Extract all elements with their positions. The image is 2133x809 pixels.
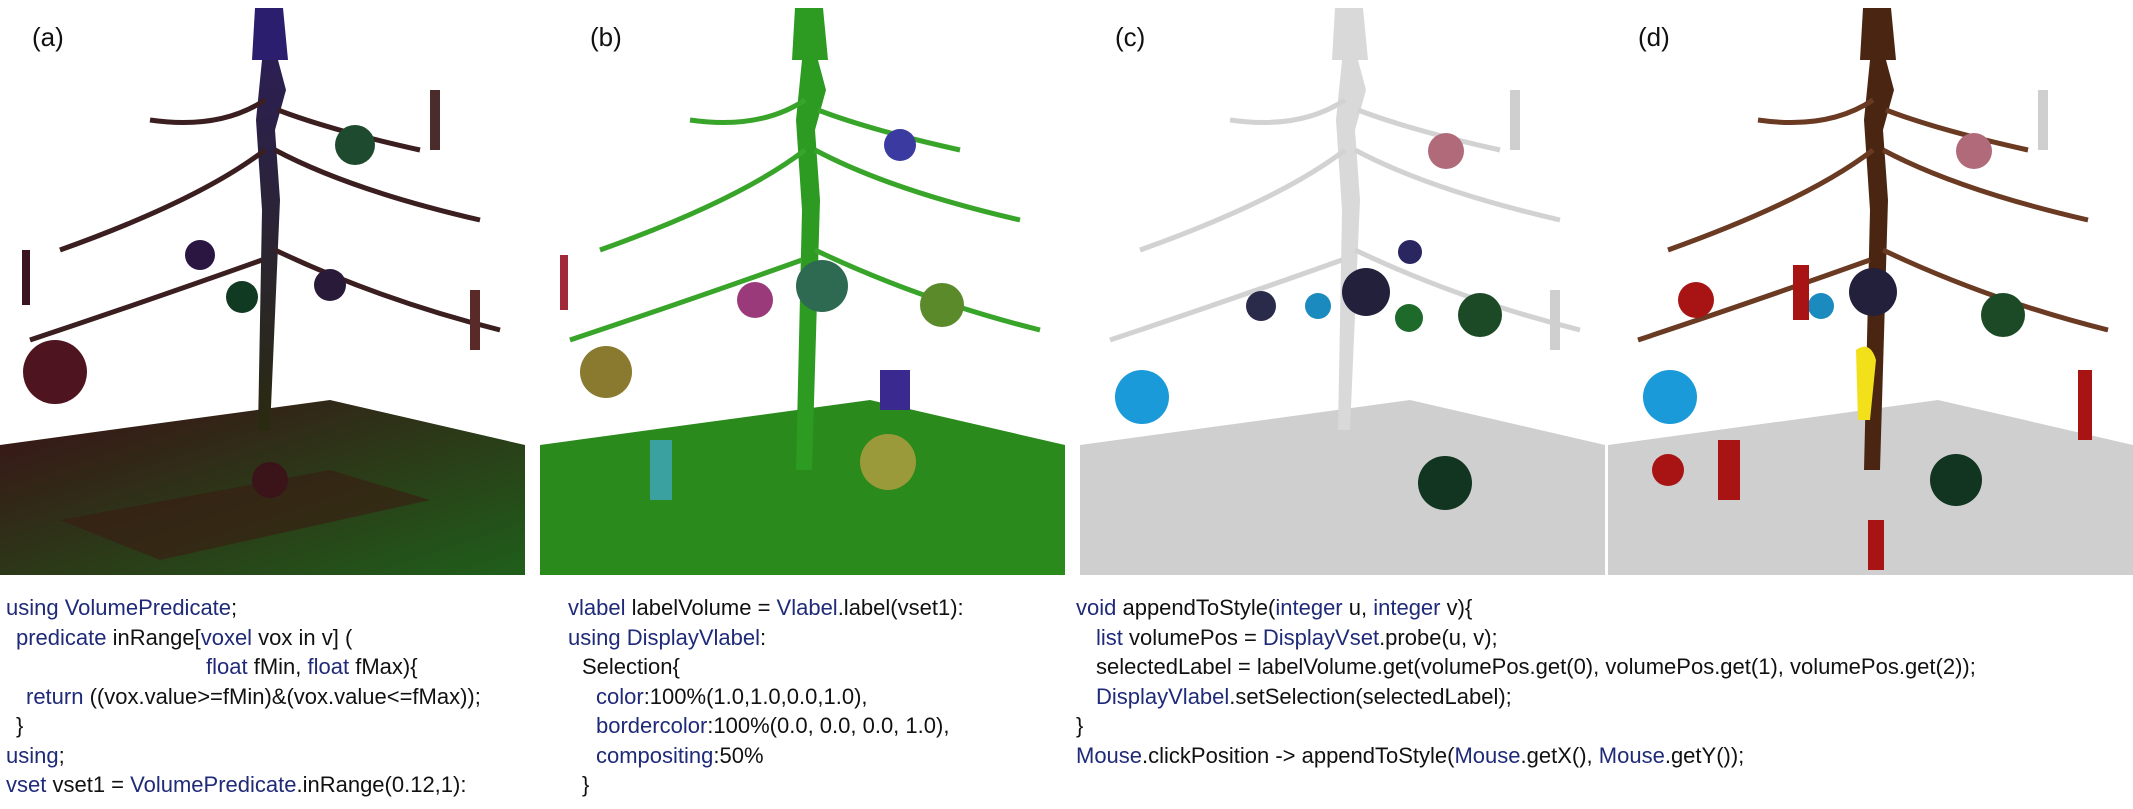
code-keyword: Mouse (1598, 742, 1665, 768)
code-line: float fMin, float fMax){ (6, 652, 481, 682)
render-image-a (0, 8, 525, 575)
code-text: labelVolume = (625, 595, 777, 620)
code-text: : (760, 624, 767, 650)
code-keyword: DisplayVlabel (1096, 683, 1230, 709)
code-keyword: compositing (596, 742, 714, 768)
panel-label-c: (c) (1115, 22, 1146, 52)
code-keyword: voxel (200, 624, 253, 650)
code-keyword: integer (1373, 595, 1441, 620)
code-keyword: VolumePredicate (130, 772, 297, 797)
code-block-a: using VolumePredicate; predicate inRange[… (6, 593, 481, 800)
code-text: :100%(1.0,1.0,0.0,1.0), (643, 683, 868, 709)
code-keyword: return (26, 683, 84, 709)
code-text: vox in v] ( (252, 624, 353, 650)
code-line: vlabel labelVolume = Vlabel.label(vset1)… (568, 593, 964, 623)
code-text: .label(vset1): (837, 595, 964, 620)
code-block-b: vlabel labelVolume = Vlabel.label(vset1)… (568, 593, 964, 800)
code-text: .setSelection(selectedLabel); (1229, 683, 1512, 709)
code-keyword: vset (6, 772, 47, 797)
code-text: v){ (1440, 595, 1473, 620)
code-text: volumePos = (1122, 624, 1263, 650)
code-keyword: Vlabel (776, 595, 838, 620)
panel-label-a: (a) (32, 22, 64, 52)
code-text: :50% (713, 742, 764, 768)
code-line: } (6, 711, 481, 741)
code-line: } (568, 770, 964, 800)
code-text: fMax){ (349, 654, 418, 679)
code-line: vset vset1 = VolumePredicate.inRange(0.1… (6, 770, 481, 800)
code-keyword: list (1096, 624, 1123, 650)
code-text: selectedLabel = labelVolume.get(volumePo… (1096, 654, 1976, 679)
code-keyword: bordercolor (596, 713, 708, 738)
panel-label-d: (d) (1638, 22, 1670, 52)
code-keyword: color (596, 683, 644, 709)
code-line: Selection{ (568, 652, 964, 682)
panel-b: (b) (540, 0, 1065, 575)
code-text: ((vox.value>=fMin)&(vox.value<=fMax)); (83, 683, 481, 709)
code-keyword: DisplayVset (1262, 624, 1380, 650)
code-line: void appendToStyle(integer u, integer v)… (1076, 593, 1976, 623)
code-line: selectedLabel = labelVolume.get(volumePo… (1076, 652, 1976, 682)
render-image-c (1080, 8, 1605, 575)
code-text: .getX(), (1520, 742, 1599, 768)
code-keyword: void (1076, 595, 1117, 620)
code-line: Mouse.clickPosition -> appendToStyle(Mou… (1076, 741, 1976, 771)
code-text: inRange[ (106, 624, 201, 650)
code-keyword: Mouse (1454, 742, 1521, 768)
code-line: DisplayVlabel.setSelection(selectedLabel… (1076, 682, 1976, 712)
code-line: } (1076, 711, 1976, 741)
code-text: .getY()); (1664, 742, 1745, 768)
code-text: appendToStyle( (1116, 595, 1276, 620)
code-keyword: float (206, 654, 248, 679)
code-text: } (1076, 713, 1084, 738)
code-text: } (582, 772, 590, 797)
render-image-b (540, 8, 1065, 575)
code-line: predicate inRange[voxel vox in v] ( (6, 623, 481, 653)
panel-label-b: (b) (590, 22, 622, 52)
code-text: fMin, (247, 654, 308, 679)
code-text: .clickPosition -> appendToStyle( (1142, 742, 1455, 768)
code-line: return ((vox.value>=fMin)&(vox.value<=fM… (6, 682, 481, 712)
code-keyword: vlabel (568, 595, 626, 620)
code-text: Selection{ (582, 654, 680, 679)
code-keyword: float (307, 654, 350, 679)
code-line: using DisplayVlabel: (568, 623, 964, 653)
panel-a: (a) (0, 0, 525, 575)
code-text: ; (231, 595, 238, 620)
code-text: .probe(u, v); (1379, 624, 1498, 650)
panel-c: (c) (1080, 0, 1605, 575)
code-line: using; (6, 741, 481, 771)
code-block-cd: void appendToStyle(integer u, integer v)… (1076, 593, 1976, 770)
code-line: list volumePos = DisplayVset.probe(u, v)… (1076, 623, 1976, 653)
code-keyword: Mouse (1076, 742, 1143, 768)
code-line: bordercolor:100%(0.0, 0.0, 0.0, 1.0), (568, 711, 964, 741)
code-keyword: using VolumePredicate (6, 595, 232, 620)
code-line: compositing:50% (568, 741, 964, 771)
code-text: ; (58, 742, 65, 768)
code-line: using VolumePredicate; (6, 593, 481, 623)
code-keyword: predicate (16, 624, 107, 650)
render-image-d (1608, 8, 2133, 575)
code-text: :100%(0.0, 0.0, 0.0, 1.0), (707, 713, 950, 738)
code-text: .inRange(0.12,1): (296, 772, 467, 797)
code-keyword: using (6, 742, 59, 768)
code-text: } (16, 713, 24, 738)
code-keyword: using DisplayVlabel (568, 624, 760, 650)
code-text: u, (1342, 595, 1374, 620)
code-keyword: integer (1275, 595, 1343, 620)
code-text: vset1 = (46, 772, 131, 797)
code-line: color:100%(1.0,1.0,0.0,1.0), (568, 682, 964, 712)
panel-d: (d) (1608, 0, 2133, 575)
